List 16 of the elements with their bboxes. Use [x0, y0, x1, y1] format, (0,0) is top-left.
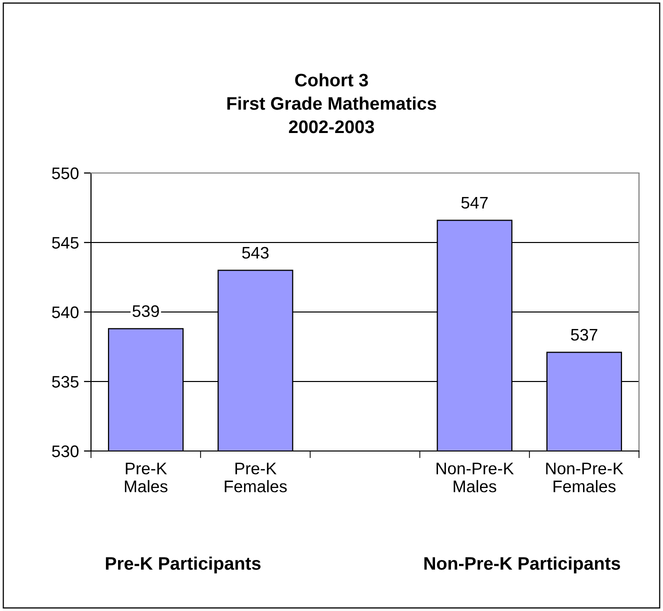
chart-title: Cohort 3 First Grade Mathematics 2002-2003 [227, 73, 436, 134]
x-tick-label: Non-Pre-K Males [436, 462, 514, 492]
x-tick-label: Pre-K Males [124, 462, 168, 492]
y-tick-label: 550 [52, 167, 79, 180]
data-label: 547 [461, 197, 488, 209]
data-label: 539 [132, 305, 159, 318]
data-label: 537 [570, 328, 598, 341]
text: Pre-K Participants [106, 556, 261, 574]
y-tick-label: 545 [52, 237, 78, 249]
y-tick-label: 530 [52, 445, 79, 458]
y-tick-label: 535 [52, 376, 78, 388]
text: Non-Pre-K Participants [424, 556, 620, 574]
data-label: 543 [242, 246, 269, 259]
x-tick-label: Pre-K Females [224, 462, 287, 492]
y-tick-label: 540 [52, 306, 79, 318]
x-tick-label: Non-Pre-K Females [546, 462, 624, 492]
